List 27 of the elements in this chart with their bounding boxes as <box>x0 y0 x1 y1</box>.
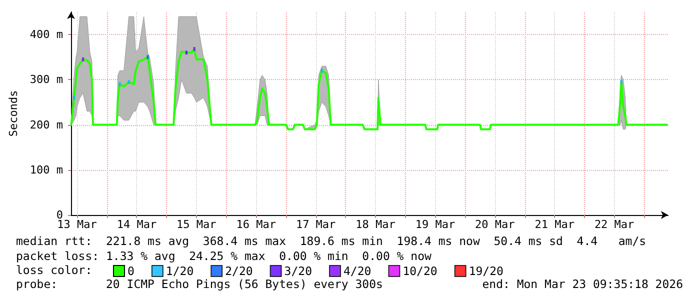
x-tick-label: 21 Mar <box>534 218 575 231</box>
y-tick-label: 300 m <box>30 73 64 86</box>
x-tick-label: 16 Mar <box>236 218 276 231</box>
x-tick-label: 20 Mar <box>475 218 516 231</box>
text: probe: 20 ICMP Echo Pings (56 Bytes) every 300s <box>16 277 383 291</box>
legend-label: 10/20 <box>402 264 438 278</box>
text: end: Mon Mar 23 09:35:18 2026 <box>482 277 684 291</box>
legend-title: loss color: <box>16 263 92 277</box>
x-tick-label: 19 Mar <box>415 218 456 231</box>
x-tick-label: 15 Mar <box>176 218 217 231</box>
legend-label: 0 <box>128 264 134 278</box>
x-tick-label: 18 Mar <box>356 218 396 231</box>
legend-label: 4/20 <box>344 264 372 278</box>
y-tick-label: 100 m <box>30 163 64 176</box>
y-tick-label: 200 m <box>30 118 64 132</box>
legend-label: 1/20 <box>166 264 194 278</box>
legend-label: 3/20 <box>284 264 312 278</box>
text: packet loss: 1.33 % avg 24.25 % max 0.00 % min 0.00 % now <box>16 249 432 263</box>
x-tick-label: 17 Mar <box>296 218 336 231</box>
x-tick-label: 22 Mar <box>594 218 635 231</box>
text: median rtt: 221.8 ms avg 368.4 ms max 189.6 ms min 198.4 ms now 50.4 ms sd 4.4 am/s <box>16 234 646 248</box>
line-series <box>70 48 668 130</box>
legend-label: 2/20 <box>225 264 253 278</box>
legend-label: 19/20 <box>468 264 504 278</box>
y-tick-label: 400 m <box>30 28 64 42</box>
x-tick-label: 14 Mar <box>116 218 157 231</box>
y-axis-title: Seconds <box>7 90 20 137</box>
